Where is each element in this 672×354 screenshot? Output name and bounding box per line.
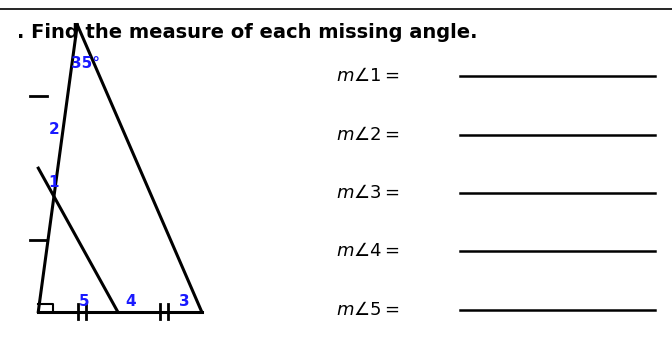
Text: $m\angle1 =$: $m\angle1 =$	[336, 67, 400, 85]
Text: 5: 5	[79, 294, 89, 309]
Text: $m\angle5 =$: $m\angle5 =$	[336, 301, 400, 319]
Text: $m\angle4 =$: $m\angle4 =$	[336, 242, 400, 260]
Text: $m\angle3 =$: $m\angle3 =$	[336, 184, 400, 202]
Text: 1: 1	[48, 175, 59, 190]
Text: . Find the measure of each missing angle.: . Find the measure of each missing angle…	[17, 23, 477, 42]
Text: 4: 4	[126, 294, 136, 309]
Text: 3: 3	[179, 294, 190, 309]
Text: $m\angle2 =$: $m\angle2 =$	[336, 126, 400, 143]
Text: 2: 2	[48, 122, 59, 137]
Text: 35°: 35°	[71, 56, 99, 71]
